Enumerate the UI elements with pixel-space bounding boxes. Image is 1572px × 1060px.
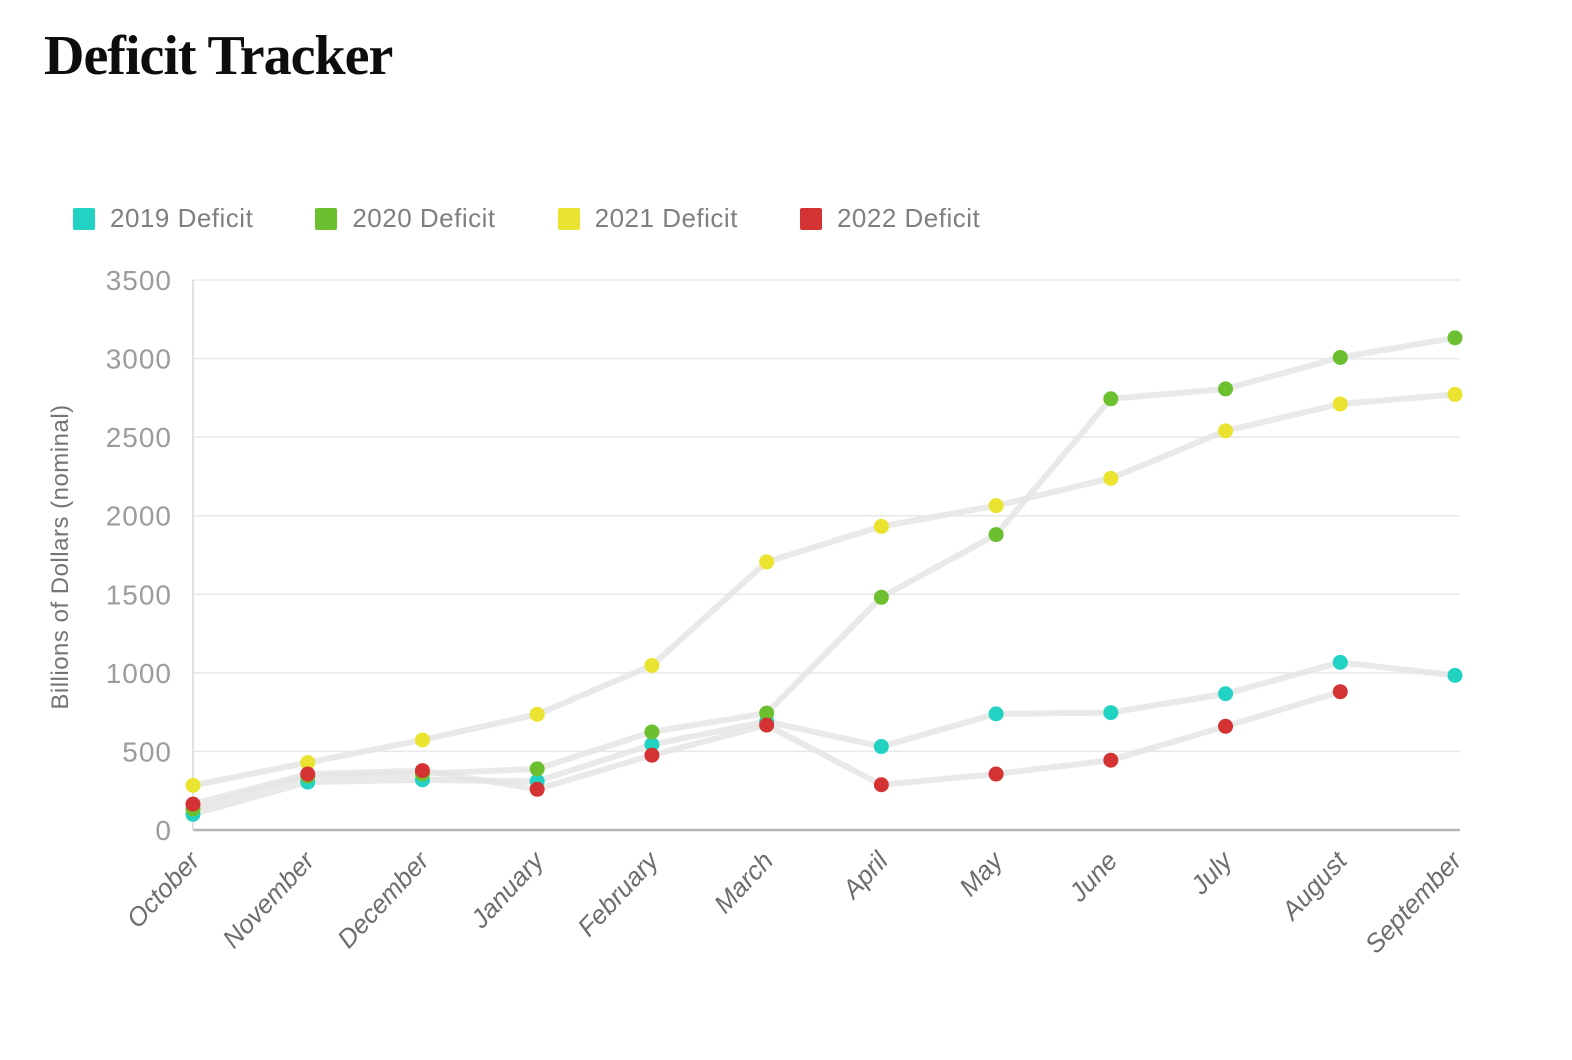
- point-2021-deficit-april[interactable]: [873, 518, 889, 534]
- x-axis-tick-label: February: [571, 844, 665, 942]
- legend-label: 2019 Deficit: [110, 203, 254, 233]
- point-2020-deficit-march[interactable]: [759, 705, 775, 721]
- point-2020-deficit-july[interactable]: [1218, 381, 1234, 397]
- point-2022-deficit-august[interactable]: [1332, 684, 1348, 700]
- y-axis-tick-label: 1000: [106, 658, 172, 689]
- point-2021-deficit-june[interactable]: [1103, 470, 1119, 486]
- axis-label-layer: 0 500 1000 1500 2000 2500 3000 3500 October Novem…: [106, 265, 1469, 959]
- point-2022-deficit-january[interactable]: [529, 781, 545, 797]
- point-2020-deficit-april[interactable]: [873, 589, 889, 605]
- series-line-2019-deficit: [190, 659, 1458, 818]
- legend-item-2020-deficit[interactable]: 2020 Deficit: [315, 203, 495, 234]
- y-axis-tick-label: 2500: [106, 422, 172, 453]
- point-2022-deficit-july[interactable]: [1218, 718, 1234, 734]
- point-2021-deficit-september[interactable]: [1447, 386, 1463, 402]
- point-2021-deficit-march[interactable]: [759, 554, 775, 570]
- series-line-2021-deficit: [190, 391, 1458, 789]
- y-axis-tick-label: 500: [122, 736, 172, 767]
- legend-swatch-2019-deficit: [73, 207, 95, 230]
- legend: 2019 Deficit 2020 Deficit 2021 Deficit 2022…: [73, 203, 1042, 234]
- point-2022-deficit-may[interactable]: [988, 766, 1004, 782]
- x-axis-tick-label: April: [835, 845, 895, 906]
- legend-item-2022-deficit[interactable]: 2022 Deficit: [799, 203, 981, 234]
- x-axis-tick-label: November: [216, 845, 321, 954]
- y-axis-tick-label: 3000: [106, 344, 172, 375]
- legend-label: 2021 Deficit: [594, 203, 738, 233]
- point-2020-deficit-june[interactable]: [1103, 391, 1119, 407]
- x-axis-tick-label: August: [1274, 844, 1354, 926]
- x-axis-tick-label: July: [1184, 844, 1240, 900]
- y-axis-tick-label: 0: [155, 815, 172, 846]
- x-axis-tick-label: May: [953, 844, 1010, 902]
- x-axis-tick-label: December: [331, 845, 436, 954]
- legend-item-2019-deficit[interactable]: 2019 Deficit: [73, 203, 253, 234]
- point-2021-deficit-december[interactable]: [414, 732, 430, 748]
- legend-swatch-2021-deficit: [557, 207, 580, 230]
- point-2019-deficit-september[interactable]: [1447, 667, 1463, 683]
- point-2022-deficit-december[interactable]: [414, 763, 430, 779]
- legend-label: 2022 Deficit: [836, 203, 981, 233]
- point-2019-deficit-may[interactable]: [988, 706, 1004, 722]
- grid-layer: [192, 279, 1460, 832]
- point-2019-deficit-july[interactable]: [1218, 686, 1234, 702]
- point-2021-deficit-november[interactable]: [300, 755, 316, 771]
- point-2022-deficit-october[interactable]: [185, 796, 201, 812]
- point-2019-deficit-june[interactable]: [1103, 705, 1119, 721]
- legend-item-2021-deficit[interactable]: 2021 Deficit: [557, 203, 738, 234]
- x-axis-tick-label: October: [120, 845, 206, 934]
- point-2021-deficit-february[interactable]: [644, 657, 660, 673]
- x-axis-tick-label: March: [708, 846, 779, 919]
- point-2020-deficit-february[interactable]: [644, 724, 660, 740]
- legend-swatch-2022-deficit: [799, 207, 822, 230]
- point-2021-deficit-august[interactable]: [1332, 396, 1348, 412]
- x-axis-tick-label: June: [1062, 846, 1123, 908]
- point-2021-deficit-october[interactable]: [185, 777, 201, 793]
- point-2021-deficit-july[interactable]: [1218, 423, 1234, 439]
- point-2020-deficit-september[interactable]: [1447, 330, 1463, 346]
- point-2022-deficit-june[interactable]: [1103, 752, 1119, 768]
- series-line-2020-deficit: [190, 334, 1458, 812]
- point-2020-deficit-august[interactable]: [1332, 349, 1348, 365]
- point-2022-deficit-march[interactable]: [759, 717, 775, 733]
- point-2022-deficit-april[interactable]: [873, 777, 889, 793]
- point-2019-deficit-august[interactable]: [1332, 654, 1348, 670]
- legend-swatch-2020-deficit: [315, 207, 338, 230]
- legend-label: 2020 Deficit: [352, 203, 496, 233]
- y-axis-tick-label: 3500: [106, 265, 172, 296]
- x-axis-tick-label: September: [1359, 845, 1469, 959]
- point-2021-deficit-january[interactable]: [529, 706, 545, 722]
- y-axis-tick-label: 2000: [106, 501, 172, 532]
- point-2020-deficit-january[interactable]: [529, 761, 545, 777]
- point-2020-deficit-may[interactable]: [988, 527, 1004, 543]
- point-2019-deficit-april[interactable]: [873, 739, 889, 755]
- y-axis-tick-label: 1500: [106, 579, 172, 610]
- x-axis-tick-label: January: [464, 844, 551, 934]
- point-2019-deficit-february[interactable]: [644, 737, 660, 753]
- point-2022-deficit-november[interactable]: [300, 766, 316, 782]
- point-2021-deficit-may[interactable]: [988, 498, 1004, 514]
- chart-title: Deficit Tracker: [44, 25, 393, 87]
- point-layer: [185, 330, 1463, 822]
- line-layer: [190, 334, 1458, 818]
- y-axis-title: Billions of Dollars (nominal): [47, 404, 74, 709]
- point-2022-deficit-february[interactable]: [644, 747, 660, 763]
